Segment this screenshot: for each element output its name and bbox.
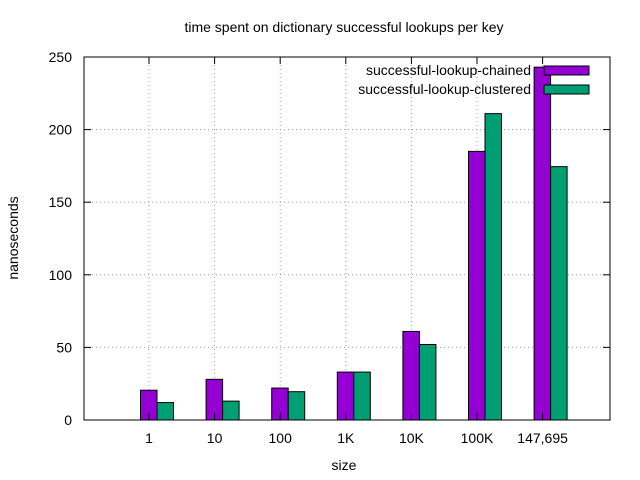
x-tick-label: 10 bbox=[207, 430, 223, 446]
plot-frame bbox=[83, 56, 611, 421]
grid bbox=[84, 57, 610, 420]
y-tick-label: 200 bbox=[49, 122, 73, 138]
bar-clustered-1 bbox=[222, 400, 240, 421]
y-tick-label: 100 bbox=[49, 267, 73, 283]
legend-swatch bbox=[543, 65, 590, 76]
x-tick-label: 1 bbox=[145, 430, 153, 446]
x-axis-label: size bbox=[332, 457, 357, 473]
x-tick-label: 100K bbox=[461, 430, 494, 446]
y-tick-label: 150 bbox=[49, 194, 73, 210]
x-tick-label: 1K bbox=[337, 430, 355, 446]
bar-chained-5 bbox=[468, 150, 486, 421]
y-axis-ticks: 0 50 100 150 200 250 bbox=[49, 49, 610, 428]
x-axis-ticks: 1 10 100 1K 10K 100K 147,695 bbox=[145, 57, 568, 446]
y-tick-label: 250 bbox=[49, 49, 73, 65]
x-tick-label: 147,695 bbox=[517, 430, 568, 446]
chart-title: time spent on dictionary successful look… bbox=[184, 19, 503, 35]
legend-label: successful-lookup-clustered bbox=[358, 81, 531, 97]
legend: successful-lookup-chained successful-look… bbox=[358, 62, 590, 97]
bar-clustered-3 bbox=[353, 371, 371, 421]
y-tick-label: 0 bbox=[64, 412, 72, 428]
bar-clustered-2 bbox=[287, 391, 306, 421]
bar-clustered-5 bbox=[484, 113, 502, 421]
x-tick-label: 100 bbox=[269, 430, 293, 446]
y-tick-label: 50 bbox=[56, 339, 72, 355]
legend-label: successful-lookup-chained bbox=[366, 62, 531, 78]
bar-clustered-4 bbox=[418, 343, 437, 421]
x-tick-label: 10K bbox=[399, 430, 425, 446]
bar-chained-4 bbox=[402, 330, 420, 421]
bar-clustered-0 bbox=[156, 402, 174, 421]
bar-chained-3 bbox=[336, 371, 355, 421]
legend-swatch bbox=[543, 84, 590, 95]
bar-clustered-6 bbox=[550, 166, 568, 421]
bar-chained-6 bbox=[533, 66, 552, 421]
y-axis-label: nanoseconds bbox=[5, 196, 21, 279]
bars bbox=[140, 66, 568, 421]
